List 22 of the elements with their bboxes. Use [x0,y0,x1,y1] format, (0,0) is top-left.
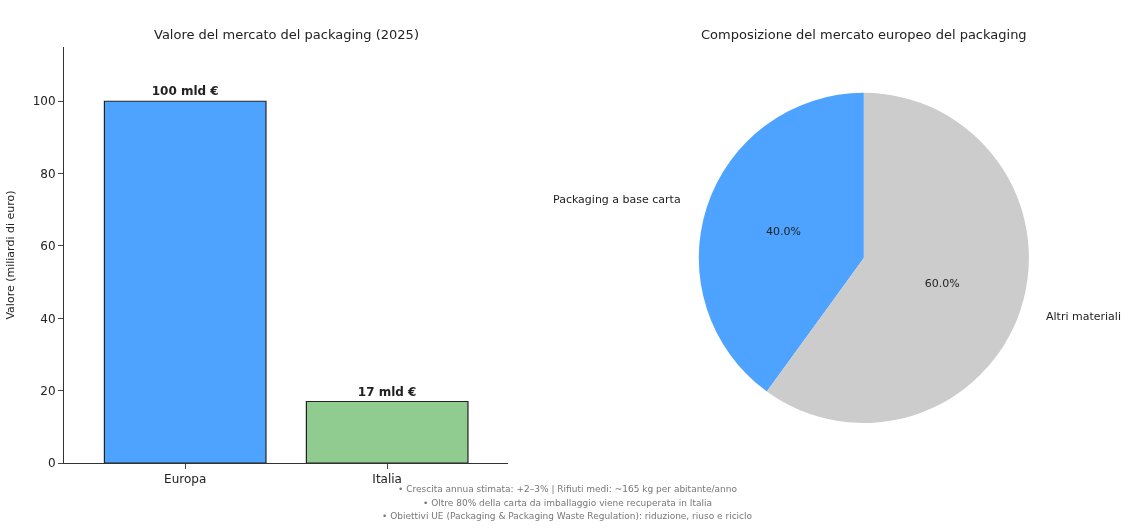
data-label: 40.0% [765,225,801,239]
slice-label: Altri materiali [1046,310,1121,323]
pie-slice [699,92,864,392]
pie-slice [766,92,1029,423]
chart-title: Composizione del mercato europeo del packaging [701,27,1027,42]
x-tick-label: Italia [372,472,402,487]
data-label: 60.0% [924,276,960,290]
chart-title: Valore del mercato del packaging (2025) [154,27,419,42]
text: • Oltre 80% della carta da imballaggio viene recuperata in Italia [423,498,712,508]
y-tick-label: 60 [40,239,56,254]
slice-label: Packaging a base carta [553,193,681,206]
y-tick-label: 0 [47,456,56,471]
y-tick-label: 80 [40,166,56,181]
y-tick-label: 20 [40,383,56,398]
text: • Crescita annua stimata: +2–3% | Rifiuti medi: ~165 kg per abitante/anno [398,484,738,494]
data-label: 100 mld € [151,84,219,99]
y-tick-label: 100 [32,94,56,109]
text: • Obiettivi UE (Packaging & Packaging Waste Regulation): riduzione, riuso e riciclo [382,511,753,521]
x-tick-label: Europa [164,472,207,487]
y-tick-label: 40 [40,311,56,326]
y-axis-title: Valore (miliardi di euro) [4,190,18,320]
data-label: 17 mld € [357,384,417,399]
